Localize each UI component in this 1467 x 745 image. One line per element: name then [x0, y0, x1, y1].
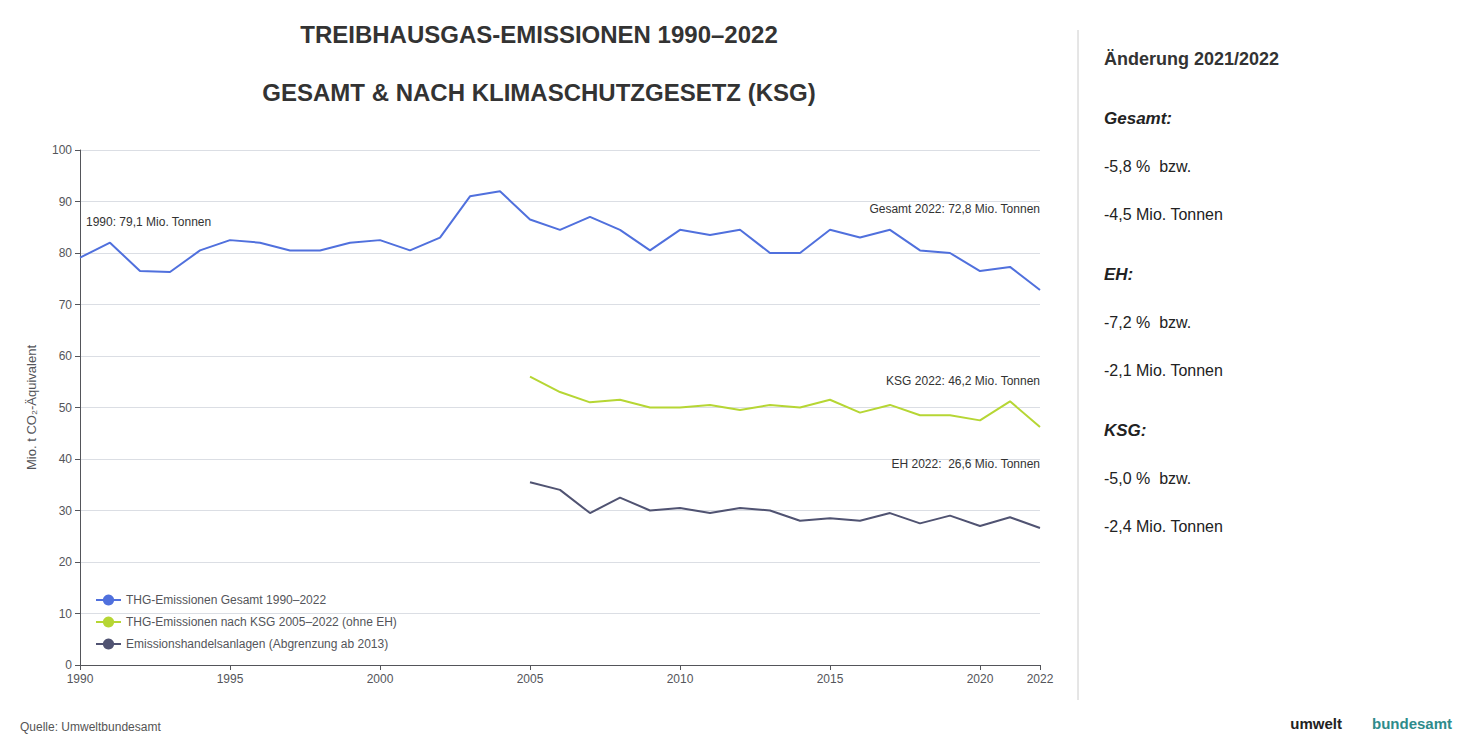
svg-text:-5,8 % bzw.: -5,8 % bzw. [1104, 158, 1191, 175]
svg-text:2015: 2015 [817, 672, 844, 686]
svg-text:Gesamt 2022: 72,8 Mio. Tonnen: Gesamt 2022: 72,8 Mio. Tonnen [869, 202, 1040, 216]
svg-text:2005: 2005 [517, 672, 544, 686]
svg-text:-5,0 % bzw.: -5,0 % bzw. [1104, 470, 1191, 487]
svg-text:2000: 2000 [367, 672, 394, 686]
svg-text:50: 50 [59, 401, 73, 415]
svg-text:1995: 1995 [217, 672, 244, 686]
svg-text:1990: 1990 [67, 672, 94, 686]
svg-text:bundesamt: bundesamt [1372, 715, 1452, 732]
svg-text:Quelle: Umweltbundesamt: Quelle: Umweltbundesamt [20, 720, 161, 734]
svg-text:THG-Emissionen nach KSG 2005–2: THG-Emissionen nach KSG 2005–2022 (ohne … [126, 615, 397, 629]
svg-text:Änderung 2021/2022: Änderung 2021/2022 [1104, 49, 1279, 69]
svg-text:TREIBHAUSGAS-EMISSIONEN 1990–2: TREIBHAUSGAS-EMISSIONEN 1990–2022 [300, 21, 778, 48]
svg-text:2010: 2010 [667, 672, 694, 686]
svg-text:20: 20 [59, 555, 73, 569]
svg-text:umwelt: umwelt [1290, 715, 1342, 732]
svg-text:10: 10 [59, 607, 73, 621]
svg-text:2020: 2020 [967, 672, 994, 686]
svg-text:80: 80 [59, 246, 73, 260]
svg-text:GESAMT & NACH KLIMASCHUTZGESET: GESAMT & NACH KLIMASCHUTZGESETZ (KSG) [262, 79, 815, 106]
svg-text:-2,4 Mio. Tonnen: -2,4 Mio. Tonnen [1104, 518, 1223, 535]
svg-text:-2,1 Mio. Tonnen: -2,1 Mio. Tonnen [1104, 362, 1223, 379]
svg-text:2022: 2022 [1027, 672, 1054, 686]
svg-text:60: 60 [59, 349, 73, 363]
svg-text:1990: 79,1 Mio. Tonnen: 1990: 79,1 Mio. Tonnen [86, 215, 211, 229]
svg-text:90: 90 [59, 195, 73, 209]
svg-text:40: 40 [59, 452, 73, 466]
svg-text:30: 30 [59, 504, 73, 518]
svg-text:70: 70 [59, 298, 73, 312]
svg-text:KSG:: KSG: [1104, 421, 1147, 440]
svg-text:100: 100 [52, 143, 72, 157]
svg-text:-4,5 Mio. Tonnen: -4,5 Mio. Tonnen [1104, 206, 1223, 223]
svg-text:-7,2 % bzw.: -7,2 % bzw. [1104, 314, 1191, 331]
svg-text:Gesamt:: Gesamt: [1104, 109, 1172, 128]
svg-text:EH:: EH: [1104, 265, 1133, 284]
svg-text:0: 0 [65, 658, 72, 672]
svg-text:THG-Emissionen Gesamt 1990–202: THG-Emissionen Gesamt 1990–2022 [126, 593, 326, 607]
svg-text:Emissionshandelsanlagen (Abgre: Emissionshandelsanlagen (Abgrenzung ab 2… [126, 637, 388, 651]
svg-text:EH 2022: 26,6 Mio. Tonnen: EH 2022: 26,6 Mio. Tonnen [891, 457, 1040, 471]
svg-text:Mio. t CO₂-Äquivalent: Mio. t CO₂-Äquivalent [24, 345, 39, 470]
svg-text:KSG 2022: 46,2 Mio. Tonnen: KSG 2022: 46,2 Mio. Tonnen [886, 374, 1040, 388]
